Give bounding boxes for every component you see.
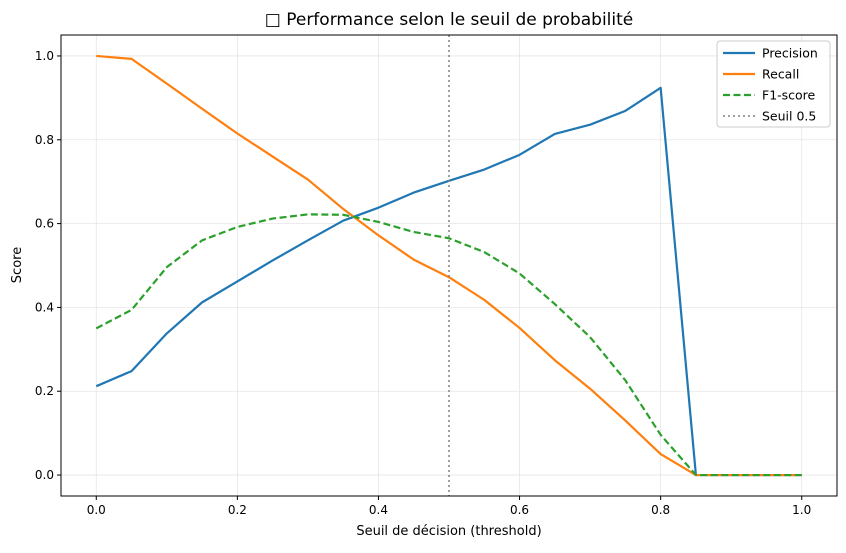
y-tick-label: 0.4 [35,300,54,314]
chart-title: □ Performance selon le seuil de probabil… [265,10,634,30]
y-tick-label: 0.2 [35,384,54,398]
x-tick-label: 1.0 [792,503,811,517]
legend-label: Recall [762,67,799,82]
legend-label: Precision [762,46,818,61]
plot-area [95,35,802,496]
series-line-recall [96,54,802,477]
y-tick-label: 0.8 [35,133,54,147]
x-tick-label: 0.8 [651,503,670,517]
series-line-f1-score [95,213,802,477]
ticks: 0.0 0.2 0.4 0.6 0.8 1.0 0.0 0.2 0.4 0.6 0.8 1.0 [35,49,811,517]
legend-label: F1-score [762,88,816,103]
x-tick-label: 0.0 [87,503,106,517]
y-tick-label: 0.6 [35,217,54,231]
y-tick-label: 1.0 [35,49,54,63]
legend-box [716,40,831,128]
x-axis-label: Seuil de décision (threshold) [356,524,541,539]
x-tick-label: 0.4 [369,503,388,517]
x-tick-label: 0.6 [510,503,529,517]
legend: Precision Recall F1-score Seuil 0.5 [716,40,831,128]
x-tick-label: 0.2 [228,503,247,517]
y-tick-label: 0.0 [35,468,54,482]
y-axis-label: Score [10,247,25,283]
legend-label: Seuil 0.5 [762,109,816,124]
axes-frame [60,34,838,497]
